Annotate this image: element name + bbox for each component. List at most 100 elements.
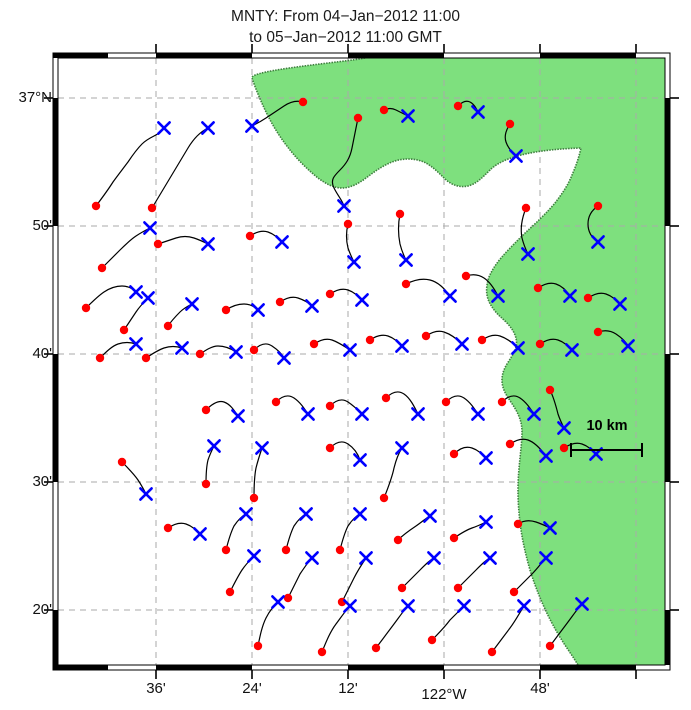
start-marker (593, 201, 603, 211)
start-marker (201, 405, 211, 415)
trajectory-line (383, 447, 403, 499)
start-marker (325, 289, 335, 299)
end-marker (471, 407, 485, 421)
start-marker (249, 493, 259, 503)
start-marker (593, 327, 603, 337)
trajectory-line (275, 395, 309, 415)
end-marker (231, 409, 245, 423)
figure-title: MNTY: From 04−Jan−2012 11:00 to 05−Jan−2… (0, 6, 691, 48)
start-marker (421, 331, 431, 341)
start-marker (505, 439, 515, 449)
scale-bar-label-box: 10 km (563, 418, 651, 436)
start-marker (117, 457, 127, 467)
end-marker (201, 121, 215, 135)
end-marker (479, 451, 493, 465)
end-marker (395, 339, 409, 353)
start-marker (81, 303, 91, 313)
end-marker (443, 289, 457, 303)
map-canvas: 10 km (58, 58, 665, 665)
start-marker (97, 263, 107, 273)
start-marker (147, 203, 157, 213)
start-marker (343, 219, 353, 229)
map-graphics (58, 58, 665, 665)
trajectory-line (341, 557, 367, 603)
start-marker (353, 113, 363, 123)
start-marker (533, 283, 543, 293)
figure-title-line1: MNTY: From 04−Jan−2012 11:00 (231, 8, 460, 25)
end-marker (271, 595, 285, 609)
trajectory-line (329, 399, 363, 415)
start-marker (535, 339, 545, 349)
start-marker (309, 339, 319, 349)
end-marker (129, 337, 143, 351)
end-marker (483, 551, 497, 565)
end-marker (201, 237, 215, 251)
start-marker (545, 641, 555, 651)
end-marker (359, 551, 373, 565)
start-marker (221, 545, 231, 555)
trajectory-line (95, 127, 165, 207)
end-marker (175, 341, 189, 355)
start-marker (201, 479, 211, 489)
end-marker (355, 293, 369, 307)
start-marker (453, 583, 463, 593)
trajectory-line (205, 400, 239, 417)
end-marker (305, 551, 319, 565)
start-marker (365, 335, 375, 345)
trajectory-line (285, 513, 307, 551)
start-marker (281, 545, 291, 555)
start-marker (583, 293, 593, 303)
start-marker (95, 353, 105, 363)
start-marker (461, 271, 471, 281)
end-marker (251, 303, 265, 317)
start-marker (298, 97, 308, 107)
end-marker (229, 345, 243, 359)
start-marker (335, 545, 345, 555)
end-marker (411, 407, 425, 421)
end-marker (399, 253, 413, 267)
start-marker (477, 335, 487, 345)
trajectory-line (85, 285, 137, 309)
trajectory-line (321, 605, 351, 653)
end-marker (207, 439, 221, 453)
start-marker (317, 647, 327, 657)
start-marker (141, 353, 151, 363)
end-marker (305, 299, 319, 313)
trajectory-line (253, 447, 263, 499)
trajectory-line (101, 227, 151, 269)
end-marker (185, 297, 199, 311)
end-marker (353, 453, 367, 467)
start-marker (381, 393, 391, 403)
start-marker (221, 305, 231, 315)
trajectory-line (257, 601, 279, 647)
end-marker (141, 291, 155, 305)
trajectory-line (157, 235, 209, 245)
start-marker (249, 345, 259, 355)
trajectory-line (287, 557, 313, 599)
end-marker (193, 527, 207, 541)
trajectory-line (453, 521, 487, 539)
x-tick-label-4: 48' (530, 680, 550, 697)
x-tick-label-0: 36' (146, 680, 166, 697)
start-marker (119, 325, 129, 335)
end-marker (395, 441, 409, 455)
end-marker (129, 285, 143, 299)
end-marker (299, 507, 313, 521)
start-marker (253, 641, 263, 651)
start-marker (427, 635, 437, 645)
y-tick-label-3: 30' (32, 473, 52, 490)
start-marker (513, 519, 523, 529)
start-marker (449, 449, 459, 459)
start-marker (397, 583, 407, 593)
start-marker (401, 279, 411, 289)
trajectory-line (339, 513, 361, 551)
end-marker (143, 221, 157, 235)
y-tick-label-1: 50' (32, 217, 52, 234)
y-tick-label-0: 37°N (18, 89, 52, 106)
start-marker (163, 523, 173, 533)
end-marker (301, 407, 315, 421)
start-marker (325, 443, 335, 453)
start-marker (91, 201, 101, 211)
y-tick-label-4: 20' (32, 601, 52, 618)
